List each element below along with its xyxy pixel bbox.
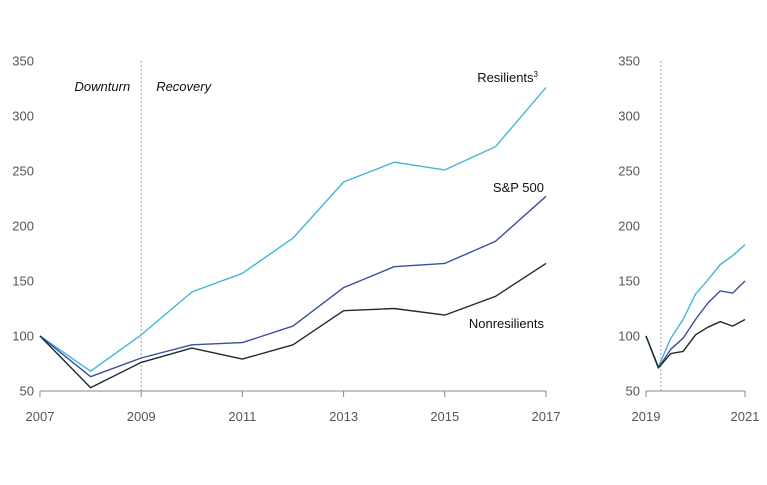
panel2-x-tick-label: 2021 [731,409,760,424]
panel1-line-nonresilients [39,262,547,389]
panel1-y-tick-label: 200 [12,219,34,234]
panel1-y-tick-label: 150 [12,274,34,289]
panel1-x-tick-label: 2009 [127,409,156,424]
panel2-y-tick-label: 300 [618,109,640,124]
panel2-y-tick-label: 150 [618,274,640,289]
panel2-y-tick-label: 100 [618,329,640,344]
panel1-x-tick-label: 2011 [228,409,256,424]
panel1-y-tick-label: 250 [12,164,34,179]
panel1-x-tick-label: 2007 [26,409,55,424]
panel1-x-tick-label: 2017 [532,409,561,424]
series-label-resilients: Resilients3 [477,70,538,85]
panel2-y-tick-label: 200 [618,219,640,234]
series-label-s-p-500: S&P 500 [493,180,544,195]
panel1-line-resilients [39,86,547,372]
recovery-label: Recovery [156,79,212,94]
series-label-nonresilients: Nonresilients [469,316,545,331]
panel2-line-series-3 [645,318,746,369]
downturn-label: Downturn [75,79,131,94]
panel2-y-tick-label: 50 [626,384,640,399]
panel1-y-tick-label: 50 [20,384,34,399]
panel2-line-series-1 [645,244,746,368]
panel1-y-tick-label: 100 [12,329,34,344]
panel1-y-tick-label: 300 [12,109,34,124]
panel2-y-tick-label: 350 [618,54,640,69]
panel2-x-tick-label: 2019 [632,409,661,424]
panel1-line-s-p-500 [39,195,547,378]
panel1-y-tick-label: 350 [12,54,34,69]
panel2-y-tick-label: 250 [618,164,640,179]
panel1-x-tick-label: 2013 [329,409,358,424]
panel2-line-series-2 [645,280,746,369]
panel1-x-tick-label: 2015 [430,409,459,424]
